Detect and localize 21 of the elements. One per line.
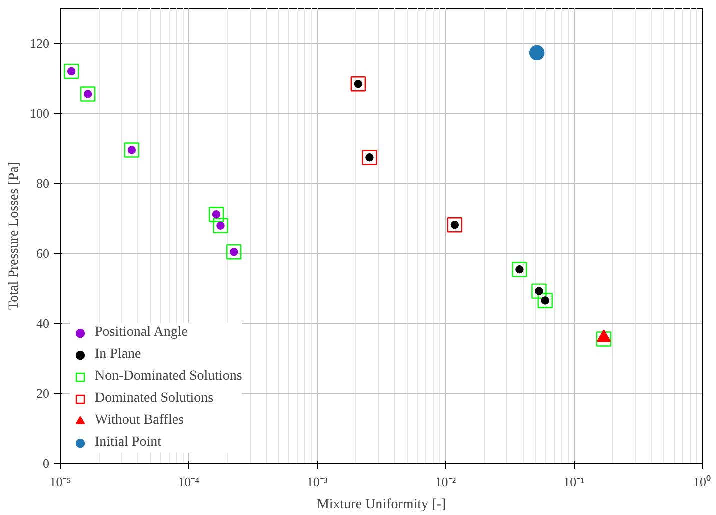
y-tick-label: 100 [30, 106, 50, 121]
x-tick-label: 10⁻³ [306, 474, 328, 490]
y-tick-label: 120 [30, 36, 50, 51]
x-tick-label: 10⁻² [435, 474, 456, 490]
legend-label: In Plane [95, 347, 142, 363]
x-tick-label: 10⁻⁵ [50, 474, 72, 490]
legend-label: Without Baffles [95, 413, 184, 429]
legend-label: Positional Angle [95, 325, 188, 341]
y-tick-label: 80 [36, 176, 50, 191]
y-tick-label: 60 [36, 246, 50, 261]
legend-label: Non-Dominated Solutions [95, 369, 242, 385]
x-tick-label: 10⁰ [694, 474, 712, 490]
y-tick-label: 20 [36, 386, 50, 401]
x-tick-label: 10⁻¹ [564, 474, 585, 490]
y-axis-title: Total Pressure Losses [Pa] [7, 162, 22, 310]
legend-label: Dominated Solutions [95, 391, 214, 407]
x-axis-title: Mixture Uniformity [-] [316, 498, 446, 512]
y-tick-label: 40 [36, 316, 50, 331]
y-tick-label: 0 [43, 456, 50, 471]
x-tick-label: 10⁻⁴ [178, 474, 200, 490]
legend-label: Initial Point [95, 435, 162, 451]
